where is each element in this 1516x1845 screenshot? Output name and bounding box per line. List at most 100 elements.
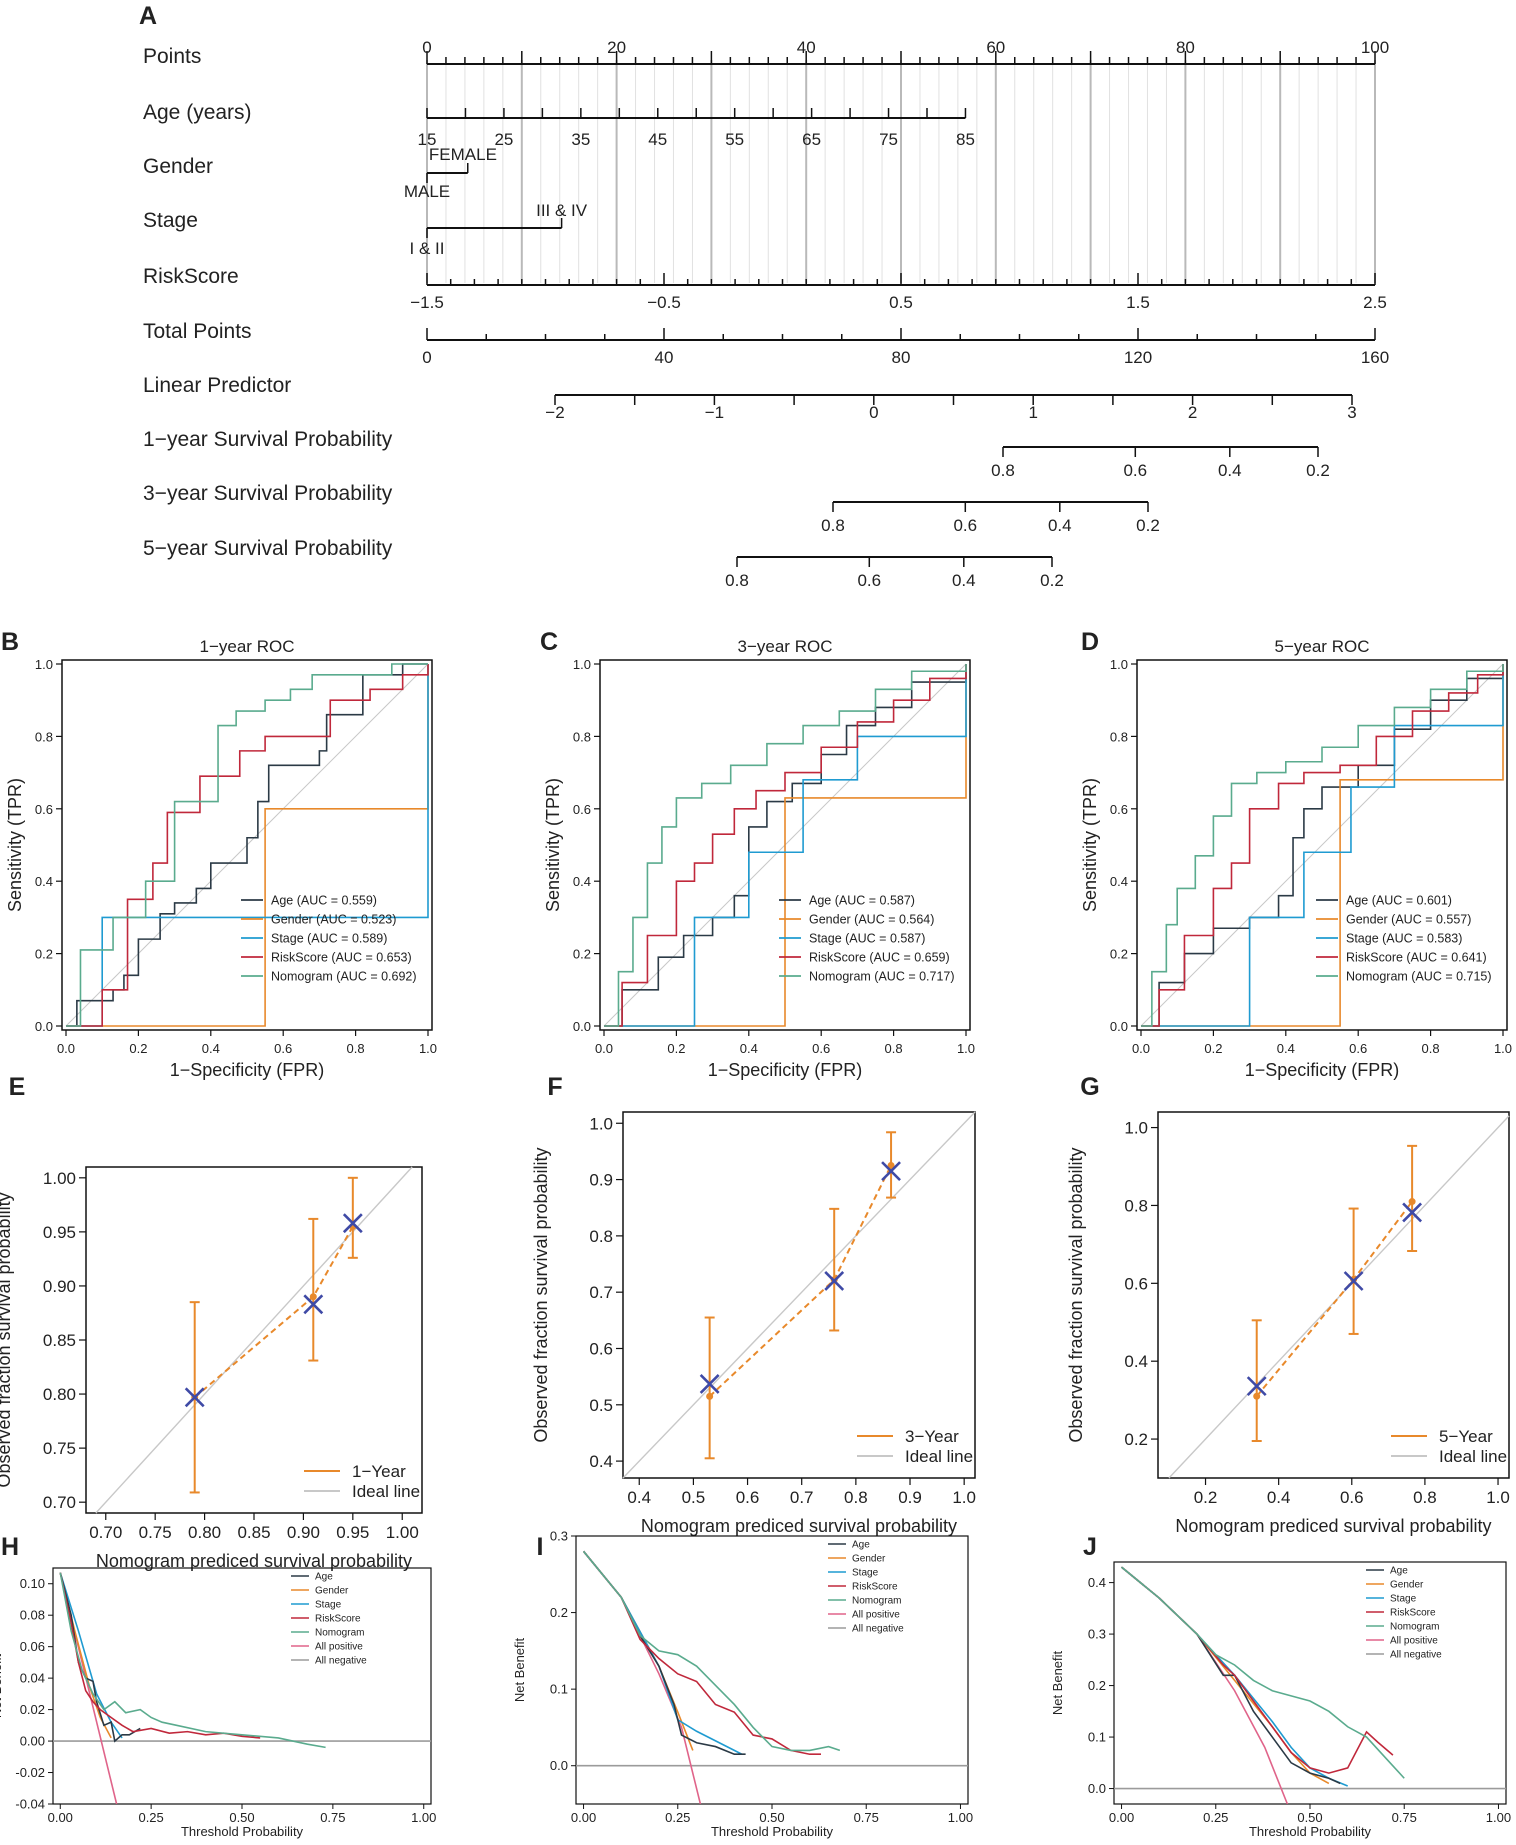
panel-label-j: J [1083, 1533, 1097, 1561]
x-tick-label: 0.8 [1413, 1488, 1437, 1507]
dca-panel-i: I 0.00 0.25 0.50 0.75 1.00 0.0 0.1 0.2 0.3 Thresho… [512, 1529, 973, 1840]
legend-label: All negative [315, 1656, 367, 1667]
y-axis-label: Observed fraction survival probability [1066, 1147, 1086, 1442]
legend-label: Age [315, 1572, 333, 1583]
y-tick-label: 0.6 [1124, 1274, 1148, 1293]
plot-frame [61, 659, 433, 1031]
roc-curve-nomogram [66, 663, 428, 1027]
calibration-panel-f: F 0.4 0.5 0.6 0.7 0.8 0.9 1.0 0.4 0.5 0.6 0.7 0.8 0.9… [531, 1073, 976, 1536]
legend-label: RiskScore [1390, 1608, 1436, 1619]
dca-curve-stage [582, 1550, 743, 1755]
tick-label: 0.4 [952, 571, 976, 590]
legend-label: Stage [315, 1600, 342, 1611]
tick-label: −0.5 [647, 293, 681, 312]
dca-panel-j: J 0.00 0.25 0.50 0.75 1.00 0.0 0.1 0.2 0.3 0.4 Thre… [1050, 1533, 1511, 1839]
tick-label: 75 [879, 130, 898, 149]
tick-label: III & IV [536, 201, 588, 220]
y-tick-label: 0.3 [1088, 1627, 1106, 1642]
x-tick-label: 0.5 [682, 1488, 706, 1507]
legend-label: All positive [1390, 1636, 1438, 1647]
tick-label: 1 [1028, 403, 1037, 422]
tick-label: 0.2 [1040, 571, 1064, 590]
legend-label: Gender (AUC = 0.557) [1346, 913, 1471, 927]
ideal-line [1168, 1115, 1510, 1479]
y-tick-label: 1.0 [35, 657, 53, 672]
panel-label-g: G [1080, 1073, 1099, 1101]
legend-label: All negative [1390, 1650, 1442, 1661]
y-tick-label: 0.6 [589, 1339, 613, 1358]
y-tick-label: 1.0 [589, 1114, 613, 1133]
panel-label-f: F [547, 1073, 562, 1101]
tick-label: 15 [418, 130, 437, 149]
roc-curve-age [66, 663, 428, 1027]
x-axis-label: 1−Specificity (FPR) [1245, 1060, 1400, 1080]
tick-label: −1 [705, 403, 724, 422]
x-tick-label: 0.75 [854, 1810, 879, 1825]
legend-label: Nomogram [315, 1628, 364, 1639]
y-tick-label: 0.3 [550, 1529, 568, 1544]
legend-label: Ideal line [352, 1482, 420, 1501]
ideal-line [95, 1166, 413, 1514]
x-tick-label: 0.00 [571, 1810, 596, 1825]
observed-point [706, 1392, 714, 1400]
tick-label: 0.4 [1218, 461, 1242, 480]
y-tick-label: 1.0 [573, 657, 591, 672]
y-tick-label: 0.9 [589, 1171, 613, 1190]
tick-label: 0 [422, 38, 431, 57]
legend-label: 5−Year [1439, 1427, 1493, 1446]
x-tick-label: 0.6 [274, 1041, 292, 1056]
y-tick-label: 0.08 [20, 1608, 45, 1623]
cross-marker [342, 1213, 363, 1234]
cross-marker [699, 1374, 720, 1394]
y-tick-label: 1.0 [1110, 657, 1128, 672]
y-tick-label: 0.4 [1088, 1575, 1106, 1590]
legend-label: Ideal line [905, 1447, 973, 1466]
plot-title: 1−year ROC [200, 637, 295, 656]
tick-label: −1.5 [410, 293, 444, 312]
legend-label: Stage [1390, 1594, 1417, 1605]
y-tick-label: 0.1 [550, 1682, 568, 1697]
y-tick-label: 0.90 [43, 1277, 76, 1296]
y-tick-label: 0.5 [589, 1396, 613, 1415]
observed-point [1253, 1392, 1261, 1400]
legend-label: Age [852, 1540, 870, 1551]
x-axis-label: Threshold Probability [711, 1824, 834, 1839]
x-tick-label: 0.50 [1297, 1810, 1322, 1825]
x-tick-label: 0.8 [347, 1041, 365, 1056]
y-axis-label: Sensitivity (TPR) [5, 778, 25, 912]
plot-frame [1157, 1111, 1510, 1479]
observed-point [887, 1161, 895, 1169]
x-tick-label: 0.2 [667, 1041, 685, 1056]
y-tick-label: 0.8 [573, 729, 591, 744]
y-tick-label: 0.2 [573, 947, 591, 962]
y-tick-label: 0.2 [1088, 1678, 1106, 1693]
panel-label-d: D [1081, 628, 1099, 656]
x-tick-label: 0.75 [1392, 1810, 1417, 1825]
tick-label: MALE [404, 182, 450, 201]
cross-marker [184, 1387, 205, 1408]
dca-curve-riskscore [1121, 1566, 1394, 1774]
legend-label: Stage (AUC = 0.589) [271, 932, 387, 946]
y-tick-label: 0.2 [35, 947, 53, 962]
x-axis-label: 1−Specificity (FPR) [170, 1060, 325, 1080]
x-tick-label: 1.0 [952, 1488, 976, 1507]
x-tick-label: 0.25 [138, 1810, 163, 1825]
dca-curve-nomogram [1121, 1566, 1405, 1779]
x-tick-label: 0.70 [89, 1523, 122, 1542]
dca-curve-riskscore [582, 1550, 821, 1756]
y-tick-label: -0.02 [15, 1765, 45, 1780]
legend-label: Age (AUC = 0.559) [271, 894, 377, 908]
row-label: Stage [143, 209, 198, 232]
roc-curve-riskscore [66, 664, 429, 1027]
y-tick-label: 0.70 [43, 1493, 76, 1512]
roc-curve-stage [1141, 664, 1504, 1027]
calibration-panel-g: G 0.2 0.4 0.6 0.8 1.0 0.2 0.4 0.6 0.8 1.0 Nomogram … [1066, 1073, 1510, 1536]
roc-panel-c: C 3−year ROC 0.0 0.2 0.4 0.6 0.8 1.0 0.0 0.2 0.4 0.… [540, 628, 975, 1080]
calibration-curve [708, 1165, 892, 1398]
tick-label: 120 [1124, 348, 1152, 367]
x-tick-label: 1.0 [419, 1041, 437, 1056]
x-tick-label: 0.4 [740, 1041, 758, 1056]
y-tick-label: 0.4 [573, 874, 591, 889]
legend-label: Nomogram [852, 1596, 901, 1607]
